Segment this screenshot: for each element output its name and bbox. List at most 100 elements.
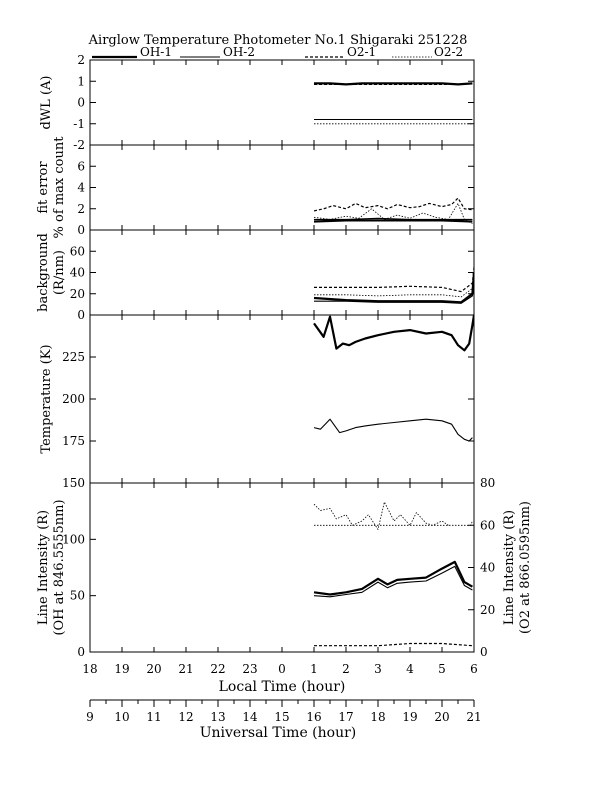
y-tick-label: 0 bbox=[77, 308, 85, 322]
legend: OH-1 OH-2 O2-1 O2-2 bbox=[92, 45, 463, 59]
y2-tick-label: 80 bbox=[480, 476, 495, 490]
ut-axis-label: Universal Time (hour) bbox=[200, 725, 357, 741]
local-time-tick-label: 21 bbox=[178, 662, 193, 676]
y-axis-label: % of max count bbox=[52, 136, 67, 239]
series-dwl-o2-1 bbox=[314, 82, 473, 85]
y-tick-label: 1 bbox=[77, 74, 85, 88]
legend-label-o2-1: O2-1 bbox=[347, 45, 376, 59]
y-axis-label: Temperature (K) bbox=[39, 344, 54, 453]
series-bg-oh-2 bbox=[314, 277, 474, 304]
y-tick-label: 6 bbox=[77, 159, 85, 173]
y-tick-label: -2 bbox=[73, 138, 85, 152]
y2-tick-label: 20 bbox=[480, 603, 495, 617]
y-tick-label: 20 bbox=[70, 287, 85, 301]
local-time-tick-label: 6 bbox=[470, 662, 478, 676]
chart-title: Airglow Temperature Photometer No.1 Shig… bbox=[88, 33, 468, 48]
local-time-tick-label: 3 bbox=[374, 662, 382, 676]
local-time-tick-label: 2 bbox=[342, 662, 350, 676]
series-intensity-o2-2 bbox=[313, 501, 449, 530]
series-group bbox=[313, 315, 474, 442]
local-time-tick-label: 5 bbox=[438, 662, 446, 676]
panel-temp: 175 200 225 Temperature (K) bbox=[39, 314, 475, 484]
legend-label-oh-1: OH-1 bbox=[140, 45, 172, 59]
y2-tick-label: 60 bbox=[480, 518, 495, 532]
local-time-tick-label: 18 bbox=[82, 662, 97, 676]
panel-fit: 0 2 4 6 fit error% of max count bbox=[36, 136, 475, 239]
y-tick-label: 150 bbox=[62, 476, 85, 490]
series-bg-oh-1 bbox=[313, 272, 474, 304]
y-tick-label: 225 bbox=[62, 350, 85, 364]
series-group bbox=[313, 197, 473, 224]
ut-tick-label: 14 bbox=[242, 710, 258, 724]
local-time-tick-label: 23 bbox=[242, 662, 257, 676]
ut-tick-label: 9 bbox=[86, 710, 94, 724]
ut-tick-label: 16 bbox=[306, 710, 321, 724]
y-tick-label: 100 bbox=[62, 532, 85, 546]
series-temp-oh-2 bbox=[313, 418, 473, 442]
local-time-tick-label: 0 bbox=[278, 662, 286, 676]
ut-tick-label: 13 bbox=[210, 710, 225, 724]
y2-axis-label: Line Intensity (R) bbox=[502, 510, 517, 625]
legend-label-o2-2: O2-2 bbox=[434, 45, 463, 59]
panel-frame bbox=[89, 59, 475, 146]
y-tick-label: 60 bbox=[70, 244, 85, 258]
ut-tick-label: 17 bbox=[338, 710, 353, 724]
y2-tick-label: 0 bbox=[480, 645, 488, 659]
local-time-tick-label: 1 bbox=[310, 662, 318, 676]
y-tick-label: 0 bbox=[77, 223, 85, 237]
panel-frame bbox=[89, 482, 475, 653]
y-tick-label: 4 bbox=[77, 181, 85, 195]
panel-bg: 0 20 40 60 background (R/nm) bbox=[36, 229, 475, 322]
series-dwl-oh-1 bbox=[314, 82, 473, 86]
legend-label-oh-2: OH-2 bbox=[223, 45, 255, 59]
series-group bbox=[313, 501, 473, 647]
y2-axis-label: (O2 at 866.0595nm) bbox=[518, 501, 533, 634]
local-time-tick-label: 19 bbox=[114, 662, 129, 676]
y-axis-label: (R/nm) bbox=[52, 250, 67, 295]
y-axis-label: dWL (A) bbox=[39, 76, 54, 130]
series-fit-oh-1 bbox=[313, 219, 473, 223]
series-intensity-o2-1 bbox=[314, 642, 473, 647]
y-axis-label: Line Intensity (R) bbox=[36, 510, 51, 625]
chart-panels: -2 -1 0 1 2 dWL (A) 0 2 4 6 fit error% of max coun… bbox=[36, 53, 533, 659]
y2-tick-label: 40 bbox=[480, 561, 495, 575]
local-time-tick-label: 20 bbox=[146, 662, 161, 676]
series-temp-oh-1 bbox=[313, 315, 474, 352]
y-tick-label: 200 bbox=[62, 392, 85, 406]
ut-tick-label: 11 bbox=[146, 710, 161, 724]
series-bg-o2-1 bbox=[314, 267, 474, 293]
y-tick-label: 40 bbox=[70, 266, 85, 280]
y-axis-label: background bbox=[36, 233, 51, 312]
local-time-tick-label: 4 bbox=[406, 662, 414, 676]
y-axis-label: fit error bbox=[36, 161, 51, 214]
ut-tick-label: 12 bbox=[178, 710, 193, 724]
ut-tick-label: 15 bbox=[274, 710, 289, 724]
y-tick-label: 0 bbox=[77, 96, 85, 110]
y-tick-label: -1 bbox=[73, 117, 85, 131]
series-intensity-o2-2 bbox=[314, 520, 473, 526]
y-tick-label: 2 bbox=[77, 53, 85, 67]
local-time-tick-label: 22 bbox=[210, 662, 225, 676]
series-group bbox=[314, 82, 473, 125]
series-intensity-oh-2 bbox=[313, 565, 473, 598]
series-intensity-oh-1 bbox=[313, 560, 473, 596]
y-axis-label: (OH at 846.5555nm) bbox=[52, 499, 67, 635]
ut-tick-label: 21 bbox=[466, 710, 481, 724]
panel-dwl: -2 -1 0 1 2 dWL (A) bbox=[39, 53, 475, 152]
ut-tick-label: 20 bbox=[434, 710, 449, 724]
local-time-axis-label: Local Time (hour) bbox=[219, 679, 346, 695]
ut-tick-label: 19 bbox=[402, 710, 417, 724]
y-tick-label: 175 bbox=[62, 434, 85, 448]
y-tick-label: 0 bbox=[77, 645, 85, 659]
ut-tick-label: 10 bbox=[114, 710, 129, 724]
series-fit-o2-1 bbox=[313, 197, 473, 212]
series-fit-oh-2 bbox=[314, 217, 473, 220]
series-group bbox=[313, 267, 474, 304]
ut-tick-label: 18 bbox=[370, 710, 385, 724]
y-tick-label: 50 bbox=[70, 589, 85, 603]
panel-frame bbox=[89, 144, 475, 231]
panel-frame bbox=[89, 314, 475, 484]
series-bg-o2-2 bbox=[314, 274, 474, 298]
